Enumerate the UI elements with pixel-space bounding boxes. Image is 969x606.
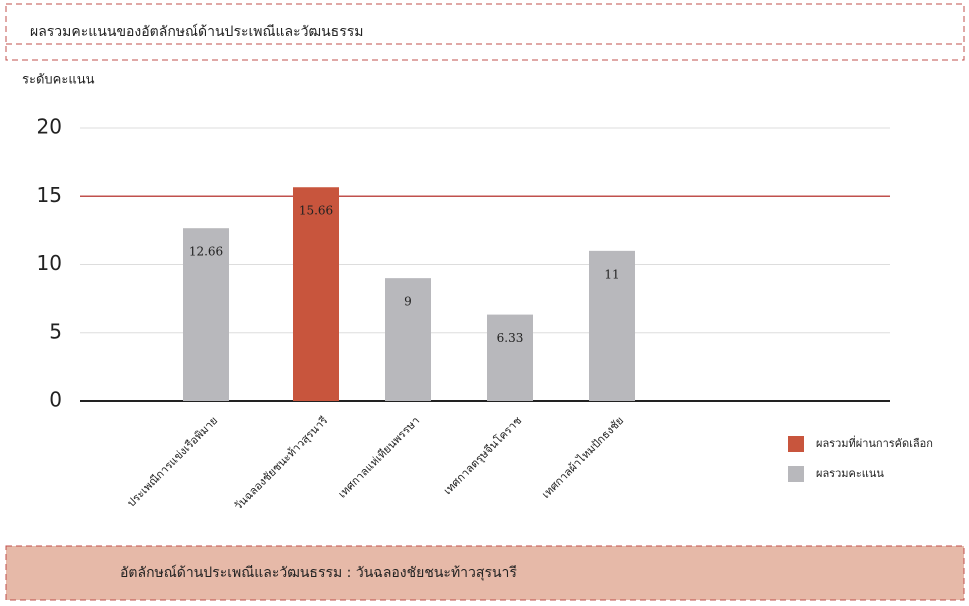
data-label: 12.66: [189, 245, 223, 259]
bar: [385, 278, 431, 401]
data-label: 9: [404, 295, 412, 309]
x-tick-label: เทศกาลผ้าไหมปักธงชัย: [539, 414, 626, 501]
legend-swatch: [788, 466, 804, 482]
legend-label: ผลรวมคะแนน: [816, 467, 884, 480]
x-tick-label: ประเพณีการแข่งเรือพิมาย: [125, 414, 221, 510]
data-label: 6.33: [497, 331, 524, 345]
data-label: 11: [604, 267, 619, 281]
y-tick-label: 5: [49, 319, 62, 343]
bar: [589, 250, 635, 401]
chart-title: ผลรวมคะแนนของอัตลักษณ์ด้านประเพณีและวัฒน…: [30, 23, 364, 40]
y-tick-label: 20: [37, 115, 62, 139]
x-tick-label: เทศกาลแห่เทียนพรรษา: [336, 414, 423, 501]
data-label: 15.66: [299, 204, 333, 218]
footer-box: [5, 545, 965, 601]
footer-text: อัตลักษณ์ด้านประเพณีและวัฒนธรรม : วันฉลอ…: [120, 564, 517, 581]
y-tick-label: 10: [37, 251, 62, 275]
legend-swatch: [788, 436, 804, 452]
x-tick-label: วันฉลองชัยชนะท้าวสุรนารี: [232, 414, 331, 513]
y-axis-label: ระดับคะแนน: [22, 73, 95, 88]
bar: [183, 228, 229, 401]
y-tick-label: 15: [37, 183, 62, 207]
y-tick-label: 0: [49, 388, 62, 412]
legend-label: ผลรวมที่ผ่านการคัดเลือก: [816, 435, 933, 450]
bar: [487, 314, 533, 401]
bar: [293, 187, 339, 401]
x-tick-label: เทศกาลตรุษจีนโคราช: [440, 413, 524, 497]
title-box: [5, 3, 965, 61]
